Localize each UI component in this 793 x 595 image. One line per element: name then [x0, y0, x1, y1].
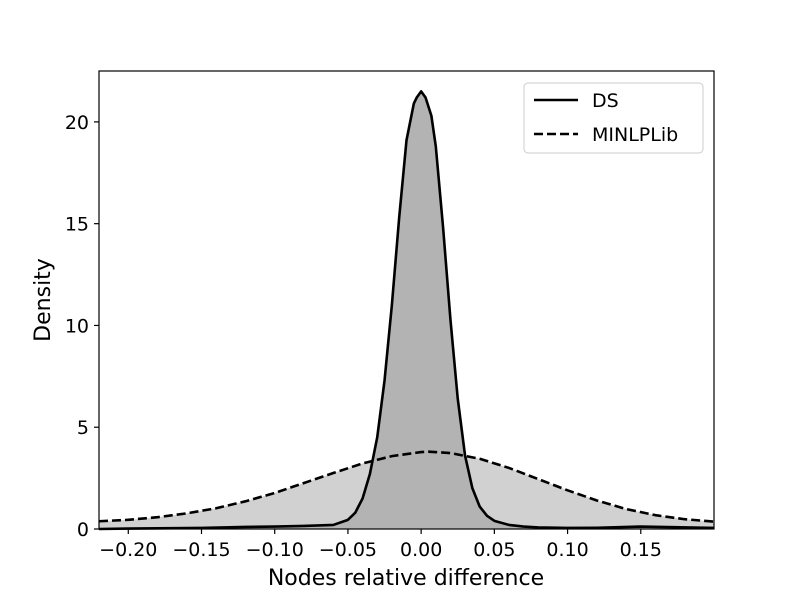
plot-frame	[98, 70, 715, 530]
y-tick-label: 10	[65, 315, 89, 337]
legend: DS MINLPLib	[523, 82, 704, 154]
y-tick-label: 5	[77, 417, 89, 439]
y-axis-ticks: 0 5 10 15 20	[65, 112, 99, 541]
x-tick-label: 0.15	[620, 539, 662, 561]
x-tick-label: −0.15	[172, 539, 230, 561]
plot-area	[98, 70, 715, 531]
series-lines	[98, 90, 715, 531]
y-tick-label: 20	[65, 112, 89, 134]
legend-label-ds: DS	[592, 90, 619, 112]
y-tick-label: 15	[65, 214, 89, 236]
series-line-minlplib	[98, 450, 715, 523]
x-axis-ticks: −0.20 −0.15 −0.10 −0.05 0.00 0.05 0.10 0.15	[99, 529, 662, 561]
y-axis-label: Density	[31, 258, 56, 342]
x-axis-label: Nodes relative difference	[268, 566, 544, 591]
series-line-ds	[98, 90, 715, 531]
x-tick-label: 0.00	[400, 539, 442, 561]
y-tick-label: 0	[77, 519, 89, 541]
legend-label-minlplib: MINLPLib	[592, 124, 678, 146]
series-fills	[99, 91, 714, 530]
x-tick-label: −0.20	[99, 539, 157, 561]
x-tick-label: 0.05	[473, 539, 515, 561]
x-tick-label: 0.10	[546, 539, 588, 561]
x-tick-label: −0.10	[246, 539, 304, 561]
series-fill-ds	[99, 91, 714, 530]
x-tick-label: −0.05	[319, 539, 377, 561]
series-fill-minlplib	[99, 451, 714, 529]
